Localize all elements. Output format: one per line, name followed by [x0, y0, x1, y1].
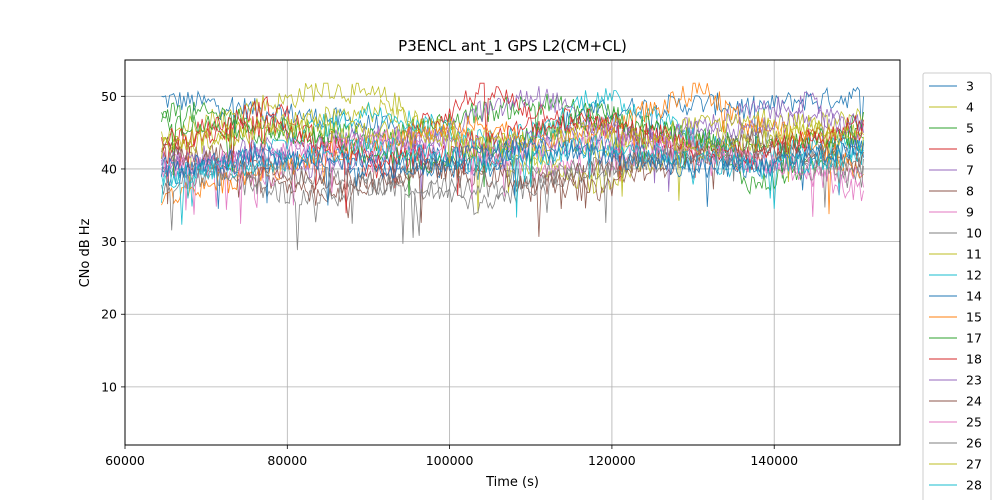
- y-tick-label: 40: [101, 161, 117, 176]
- legend-entry-label: 17: [966, 331, 982, 346]
- x-tick-label: 120000: [588, 453, 636, 468]
- legend-entry-label: 4: [966, 100, 974, 115]
- legend-entry-label: 7: [966, 163, 974, 178]
- legend-entry-label: 26: [966, 436, 982, 451]
- y-tick-label: 30: [101, 234, 117, 249]
- legend-entry-label: 15: [966, 310, 982, 325]
- plot-area-frame: [124, 59, 901, 446]
- series-lines: [161, 81, 864, 251]
- legend-entry-label: 18: [966, 352, 982, 367]
- legend-entry-label: 11: [966, 247, 982, 262]
- series-line-26: [161, 143, 864, 244]
- series-line-29: [161, 136, 864, 209]
- legend-entry-label: 27: [966, 457, 982, 472]
- legend-entry-label: 29: [966, 499, 982, 500]
- x-tick-label: 140000: [750, 453, 798, 468]
- legend-box: [922, 72, 992, 500]
- legend-entry-label: 3: [966, 79, 974, 94]
- legend-entry-label: 23: [966, 373, 982, 388]
- legend-entry-label: 9: [966, 205, 974, 220]
- x-tick-label: 80000: [267, 453, 307, 468]
- legend-entry-label: 5: [966, 121, 974, 136]
- legend-entry-label: 25: [966, 415, 982, 430]
- y-tick-label: 10: [101, 379, 117, 394]
- chart-title: P3ENCL ant_1 GPS L2(CM+CL): [398, 37, 627, 56]
- legend-entry-label: 6: [966, 142, 974, 157]
- legend-entry-label: 28: [966, 478, 982, 493]
- legend-entry-label: 8: [966, 184, 974, 199]
- legend-entry-label: 12: [966, 268, 982, 283]
- y-tick-label: 50: [101, 89, 117, 104]
- legend-entry-label: 14: [966, 289, 982, 304]
- series-line-12: [161, 88, 864, 207]
- x-axis-label: Time (s): [485, 475, 539, 490]
- y-tick-label: 20: [101, 307, 117, 322]
- x-tick-label: 100000: [426, 453, 474, 468]
- series-line-27: [161, 114, 864, 201]
- series-line-17: [161, 107, 864, 198]
- axis-ticks: 60000 80000 100000 120000 140000 10 20 30 40 50: [101, 89, 798, 468]
- series-line-24: [161, 135, 864, 210]
- legend-entry-label: 24: [966, 394, 982, 409]
- series-line-3: [161, 86, 864, 180]
- series-line-18: [161, 108, 864, 214]
- legend: 3 4 5 6 7 8 9 10 11 12 14 15 17 18 23 24 25 26 27 28 29: [922, 72, 992, 500]
- series-line-28: [161, 134, 864, 225]
- x-tick-label: 60000: [105, 453, 145, 468]
- legend-entry-label: 10: [966, 226, 982, 241]
- y-axis-label: CNo dB Hz: [78, 218, 93, 287]
